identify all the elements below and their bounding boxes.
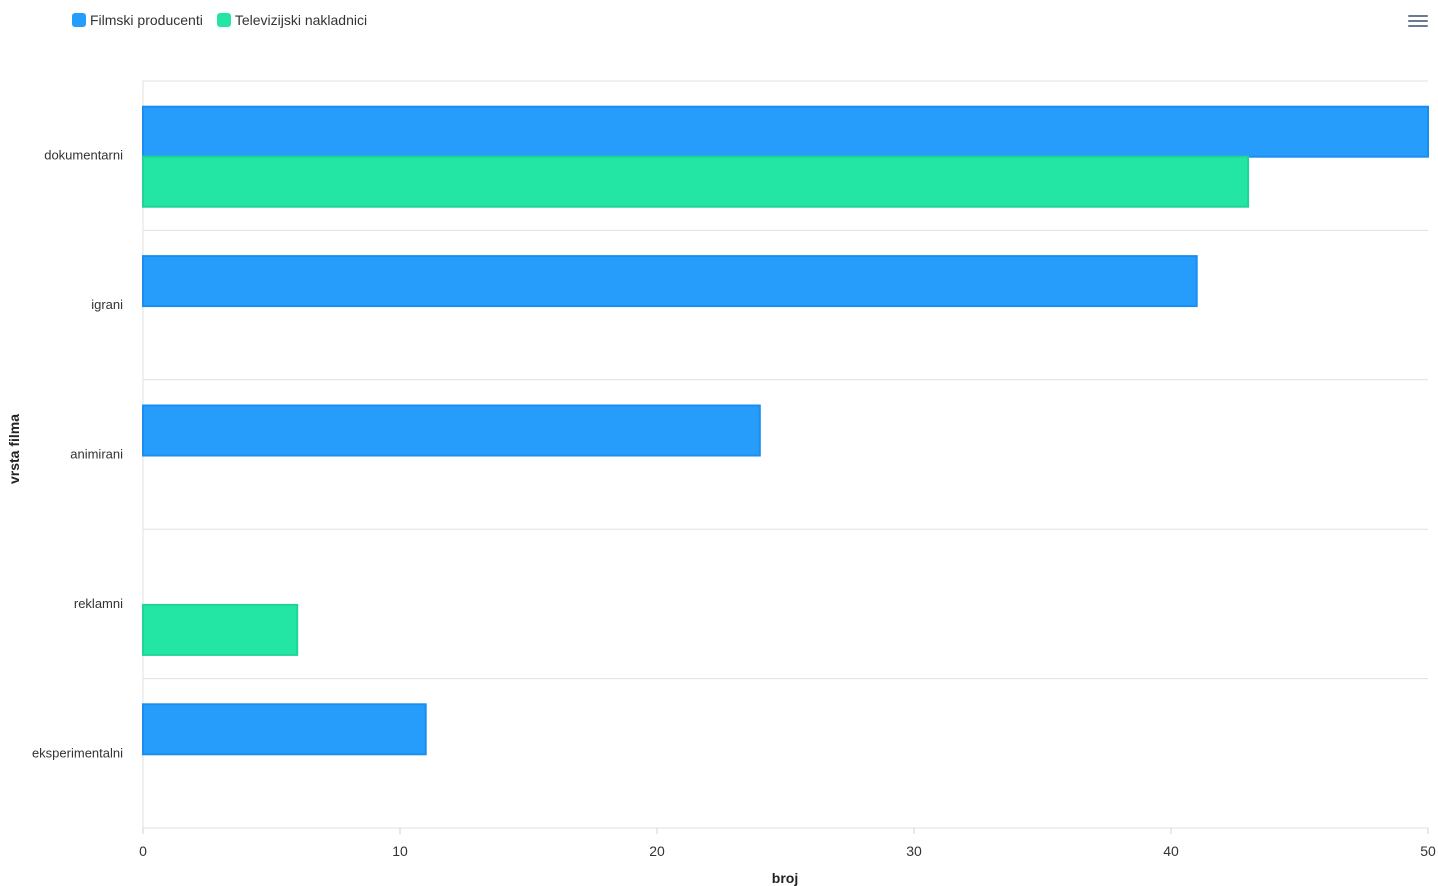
bar[interactable] bbox=[142, 603, 299, 656]
bar[interactable] bbox=[142, 404, 761, 457]
y-category-label: dokumentarni bbox=[44, 148, 123, 163]
bar[interactable] bbox=[142, 703, 427, 756]
bar[interactable] bbox=[142, 255, 1198, 308]
x-axis-ticks: 0 10 20 30 40 50 bbox=[139, 828, 1436, 859]
y-axis-title: vrsta filma bbox=[6, 414, 22, 484]
y-category-label: eksperimentalni bbox=[32, 745, 123, 760]
x-tick-label: 30 bbox=[906, 843, 922, 859]
x-tick-label: 0 bbox=[139, 843, 147, 859]
legend-item[interactable]: Televizijski nakladnici bbox=[216, 12, 368, 28]
legend-label: Filmski producenti bbox=[90, 12, 203, 28]
x-tick-label: 20 bbox=[649, 843, 665, 859]
x-tick-label: 40 bbox=[1163, 843, 1179, 859]
menu-icon[interactable] bbox=[1408, 12, 1428, 28]
legend-swatch bbox=[216, 13, 231, 27]
x-tick-label: 10 bbox=[392, 843, 408, 859]
legend-item[interactable]: Filmski producenti bbox=[72, 12, 203, 28]
bars bbox=[142, 105, 1429, 756]
y-axis-categories: dokumentarni igrani animirani reklamni ekspe… bbox=[32, 148, 123, 761]
x-axis-title: broj bbox=[772, 870, 798, 886]
y-category-label: reklamni bbox=[74, 596, 123, 611]
bar[interactable] bbox=[142, 155, 1250, 208]
y-category-label: igrani bbox=[91, 297, 123, 312]
legend: Filmski producenti Televizijski nakladnic… bbox=[72, 12, 367, 28]
legend-swatch bbox=[72, 13, 86, 27]
bar[interactable] bbox=[142, 105, 1429, 158]
y-category-label: animirani bbox=[70, 447, 123, 462]
x-tick-label: 50 bbox=[1420, 843, 1436, 859]
legend-label: Televizijski nakladnici bbox=[234, 12, 368, 28]
